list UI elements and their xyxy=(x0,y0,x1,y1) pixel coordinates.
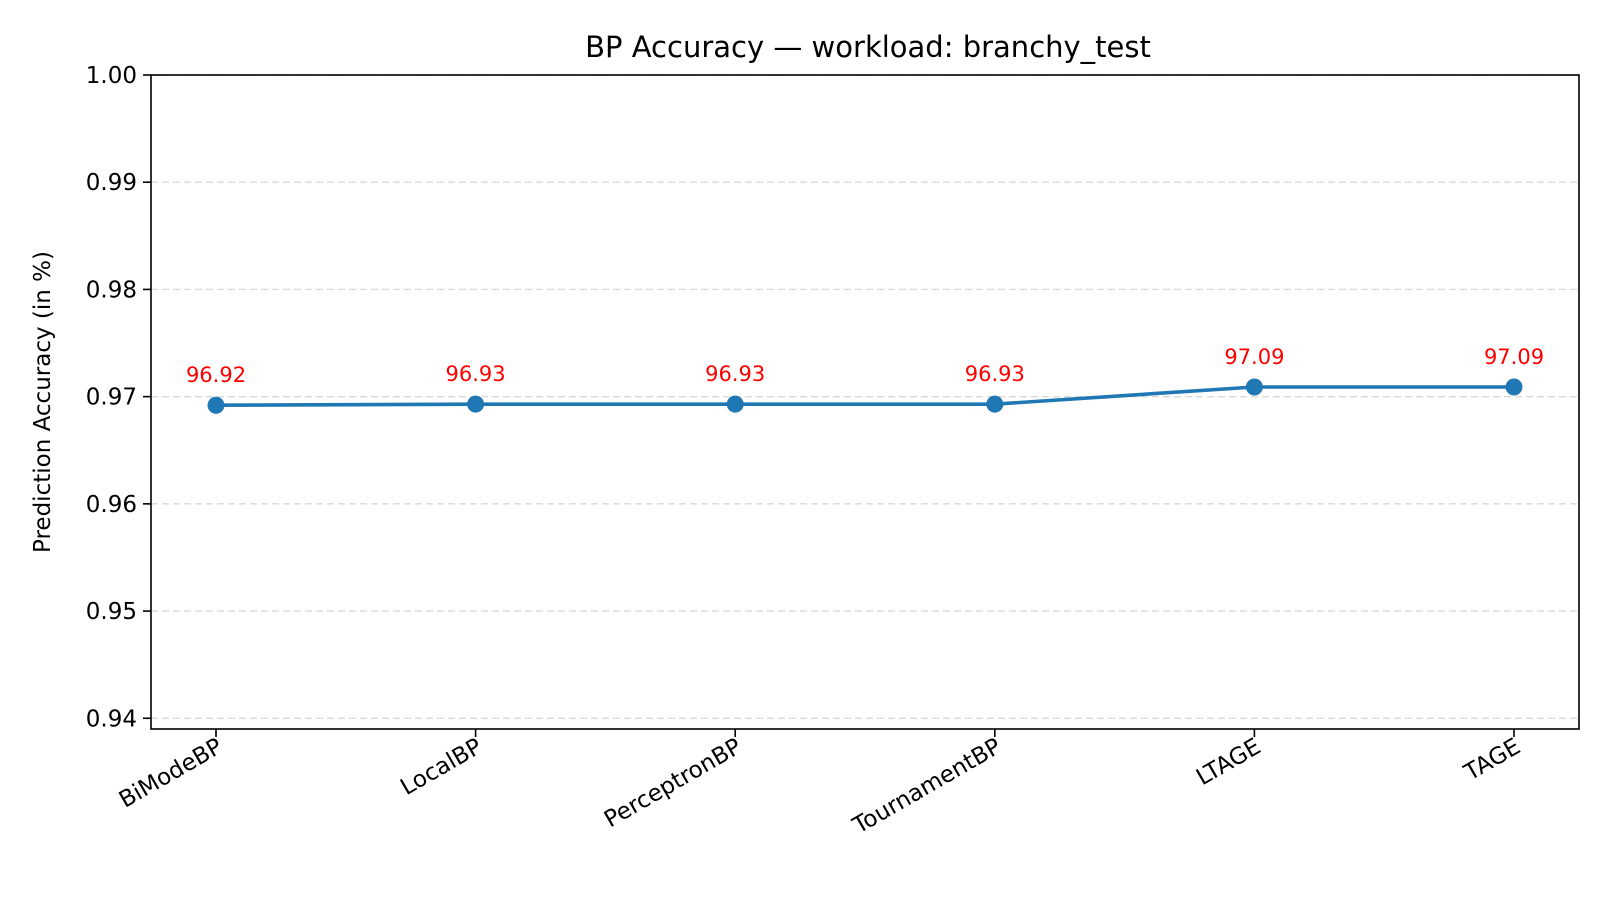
series-accuracy xyxy=(207,378,1523,414)
series-line xyxy=(215,385,1514,408)
y-axis-ticks: 0.94 0.95 0.96 0.97 0.98 0.99 1.00 xyxy=(86,63,151,732)
data-label: 97.09 xyxy=(1224,345,1284,369)
y-tick-label: 0.94 xyxy=(86,706,137,732)
data-labels: 96.92 96.93 96.93 96.93 97.09 97.09 xyxy=(186,345,1544,387)
data-point xyxy=(986,395,1004,413)
data-label: 96.93 xyxy=(965,362,1025,386)
data-point xyxy=(1505,378,1523,396)
y-axis-label: Prediction Accuracy (in %) xyxy=(30,251,56,553)
y-tick-label: 1.00 xyxy=(86,63,137,89)
data-label: 96.92 xyxy=(186,363,246,387)
y-tick-label: 0.97 xyxy=(86,385,137,411)
data-point xyxy=(726,395,744,413)
data-point xyxy=(467,395,485,413)
y-tick-label: 0.96 xyxy=(86,492,137,518)
data-point xyxy=(1245,378,1263,396)
y-tick-label: 0.95 xyxy=(86,599,137,625)
data-label: 96.93 xyxy=(446,362,506,386)
data-point xyxy=(207,396,225,414)
chart-title: BP Accuracy — workload: branchy_test xyxy=(585,30,1151,64)
data-label: 96.93 xyxy=(705,362,765,386)
data-label: 97.09 xyxy=(1484,345,1544,369)
y-tick-label: 0.98 xyxy=(86,277,137,303)
plot-frame xyxy=(150,74,1580,730)
y-tick-label: 0.99 xyxy=(86,170,137,196)
